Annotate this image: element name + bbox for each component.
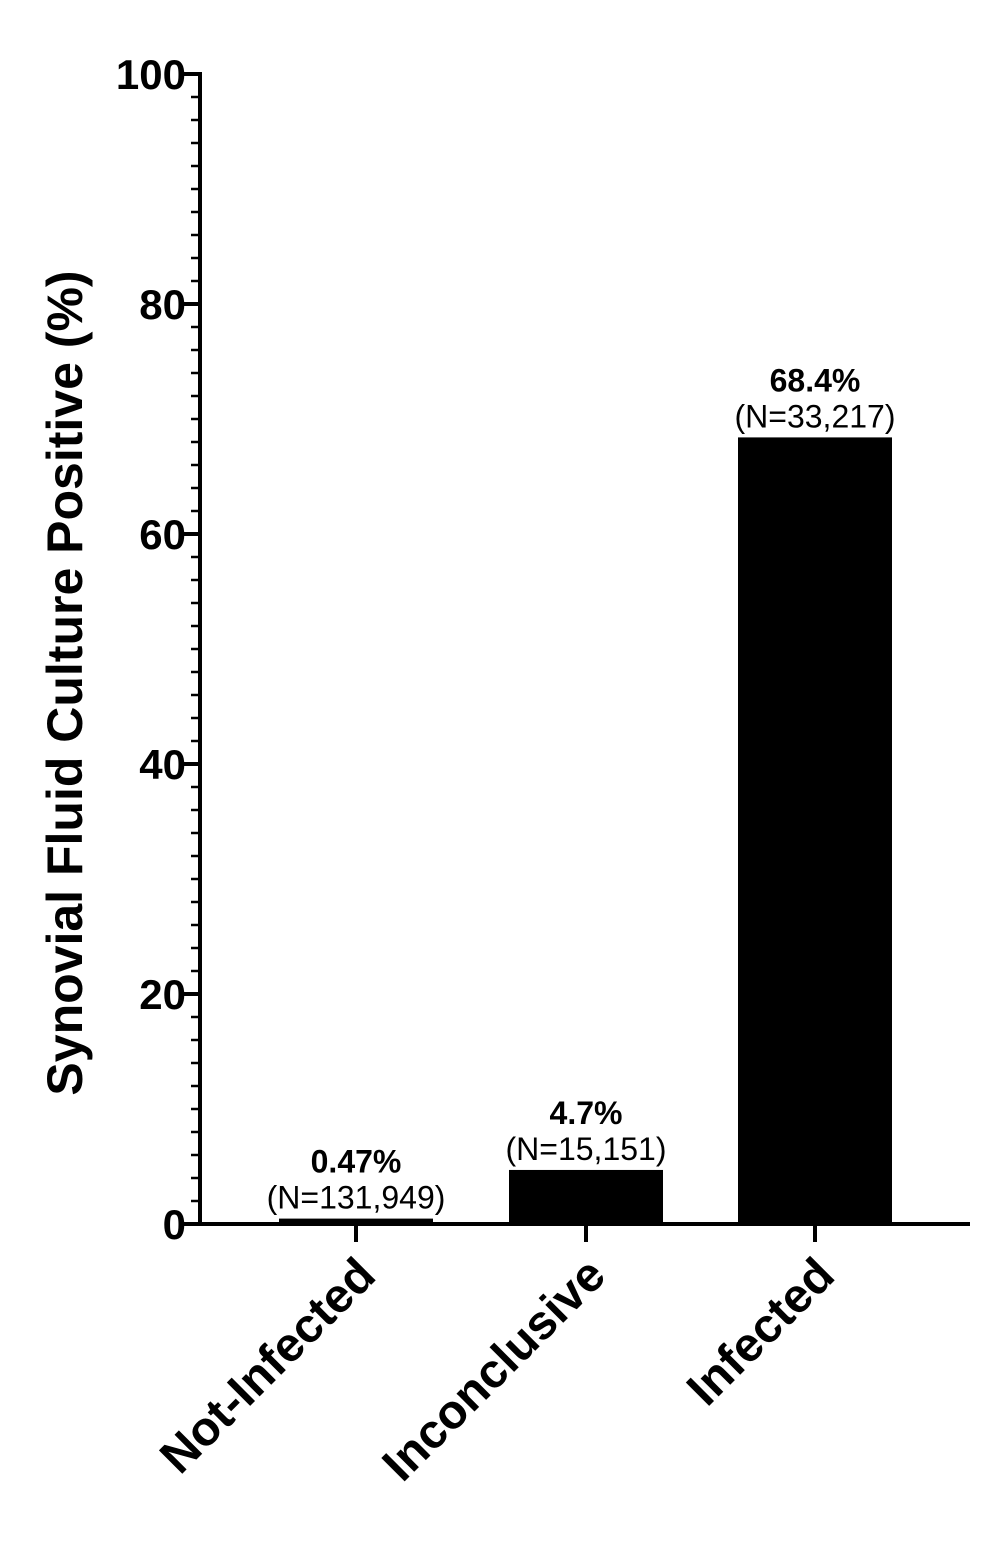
y-tick-label: 60 — [139, 511, 186, 558]
y-axis-label: Synovial Fluid Culture Positive (%) — [37, 270, 93, 1095]
x-tick-label: Inconclusive — [373, 1248, 616, 1491]
bar-annotations: 0.47%(N=131,949) 4.7%(N=15,151) 68.4%(N=33… — [267, 362, 896, 1215]
y-tick-label: 100 — [116, 51, 186, 98]
bar-not-infected — [279, 1218, 433, 1224]
bar-inconclusive — [509, 1169, 663, 1224]
bar-value-label: 68.4% — [770, 362, 861, 398]
bar-infected — [738, 437, 892, 1224]
x-tick-label: Infected — [677, 1248, 845, 1416]
y-minor-ticks — [191, 95, 200, 1203]
y-tick-label: 20 — [139, 971, 186, 1018]
y-axis: 0 20 40 60 80 100 Synovial Fluid Culture Posi… — [37, 51, 202, 1248]
bars — [279, 437, 892, 1224]
y-major-ticks: 0 20 40 60 80 100 — [116, 51, 200, 1248]
y-tick-label: 80 — [139, 281, 186, 328]
bar-n-label: (N=131,949) — [267, 1180, 446, 1216]
bar-n-label: (N=15,151) — [506, 1131, 667, 1167]
bar-value-label: 0.47% — [311, 1144, 402, 1180]
bar-n-label: (N=33,217) — [735, 398, 896, 434]
y-tick-label: 40 — [139, 741, 186, 788]
y-tick-label: 0 — [163, 1201, 186, 1248]
x-tick-label: Not-Infected — [150, 1248, 385, 1483]
bar-value-label: 4.7% — [550, 1095, 623, 1131]
